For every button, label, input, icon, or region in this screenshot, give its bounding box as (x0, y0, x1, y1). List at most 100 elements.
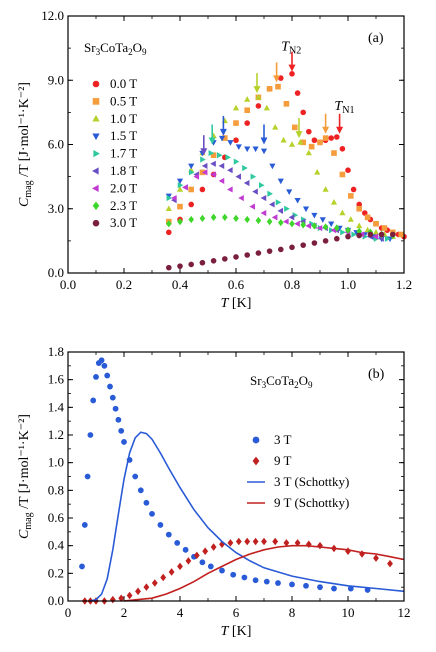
x-tick-label: 6 (233, 605, 240, 620)
data-point (356, 232, 363, 239)
data-point (340, 229, 346, 236)
data-point (367, 231, 374, 238)
legend-label: 9 T (Schottky) (274, 495, 349, 510)
data-point (317, 139, 323, 146)
data-point (271, 214, 278, 221)
legend-label: 0.5 T (110, 93, 137, 108)
data-point (267, 190, 273, 197)
panel-label: (a) (368, 31, 384, 46)
data-point (278, 219, 284, 227)
data-point (339, 145, 346, 152)
data-point (316, 224, 323, 232)
data-point (135, 587, 141, 596)
data-point (207, 563, 214, 570)
data-point (227, 167, 233, 174)
data-point (174, 540, 181, 546)
data-point (356, 205, 362, 212)
data-point (275, 83, 281, 90)
data-point (345, 226, 351, 234)
data-point (384, 235, 391, 242)
data-point (289, 220, 295, 228)
legend-label: 1.8 T (110, 163, 137, 178)
data-point (244, 96, 251, 102)
data-point (378, 231, 385, 238)
data-point (373, 554, 379, 562)
transition-arrow-head (219, 128, 227, 136)
data-point (334, 134, 340, 140)
y-tick-label: 0.4 (48, 538, 65, 553)
series-line (90, 431, 405, 602)
data-point (317, 584, 323, 591)
y-tick-label: 1.8 (48, 344, 64, 359)
y-tick-label: 1.6 (48, 372, 65, 387)
data-point (322, 238, 329, 244)
data-point (331, 585, 337, 592)
x-tick-label: 4 (177, 605, 184, 620)
data-point (188, 261, 194, 268)
legend-label: 1.5 T (110, 128, 137, 143)
data-point (233, 214, 239, 223)
data-point (252, 537, 259, 546)
x-tick-label: 12 (398, 605, 411, 620)
data-point (218, 162, 225, 169)
data-point (277, 178, 284, 185)
legend-marker (252, 436, 260, 444)
legend-marker (252, 456, 260, 466)
data-point (98, 357, 105, 364)
data-point (235, 173, 242, 180)
data-point (188, 169, 195, 176)
data-point (294, 220, 300, 227)
legend-label: 2.3 T (110, 198, 137, 213)
data-point (232, 104, 240, 111)
data-point (302, 206, 310, 213)
data-point (364, 214, 371, 221)
data-point (250, 173, 257, 180)
data-point (244, 215, 250, 224)
data-point (168, 568, 175, 576)
data-point (347, 216, 354, 222)
data-point (171, 194, 177, 202)
data-point (132, 473, 139, 480)
data-point (157, 522, 164, 528)
data-point (305, 222, 312, 229)
data-point (243, 179, 250, 187)
data-point (242, 164, 248, 172)
data-point (266, 217, 273, 226)
data-point (233, 120, 239, 126)
data-point (311, 240, 318, 246)
x-tick-label: 0.0 (60, 277, 76, 292)
data-point (199, 559, 206, 566)
data-point (84, 473, 91, 480)
data-point (177, 203, 183, 210)
data-point (372, 228, 380, 235)
data-point (294, 197, 301, 204)
legend-label: 9 T (274, 453, 292, 468)
data-point (244, 146, 251, 153)
legend-marker (92, 114, 100, 122)
transition-arrow-head (288, 64, 296, 72)
legend-marker (92, 167, 99, 175)
transition-arrow-head (336, 126, 344, 134)
data-point (278, 246, 284, 253)
x-tick-label: 0 (65, 605, 72, 620)
data-point (227, 186, 233, 193)
y-axis-label: Cmag /T [J·mol⁻¹·K⁻²] (17, 82, 34, 207)
data-point (165, 531, 172, 538)
data-point (280, 136, 287, 143)
data-point (347, 585, 354, 592)
data-point (182, 546, 189, 553)
data-point (263, 104, 270, 111)
transition-arrow-head (322, 126, 330, 134)
data-point (166, 220, 172, 228)
data-point (222, 213, 228, 221)
data-point (143, 583, 150, 591)
data-point (177, 263, 183, 269)
data-point (126, 591, 133, 600)
data-point (300, 139, 306, 146)
data-point (118, 594, 125, 603)
data-point (188, 186, 194, 193)
transition-arrow-head (295, 131, 303, 139)
data-point (269, 201, 275, 208)
legend-marker (92, 219, 100, 227)
data-point (109, 595, 116, 604)
